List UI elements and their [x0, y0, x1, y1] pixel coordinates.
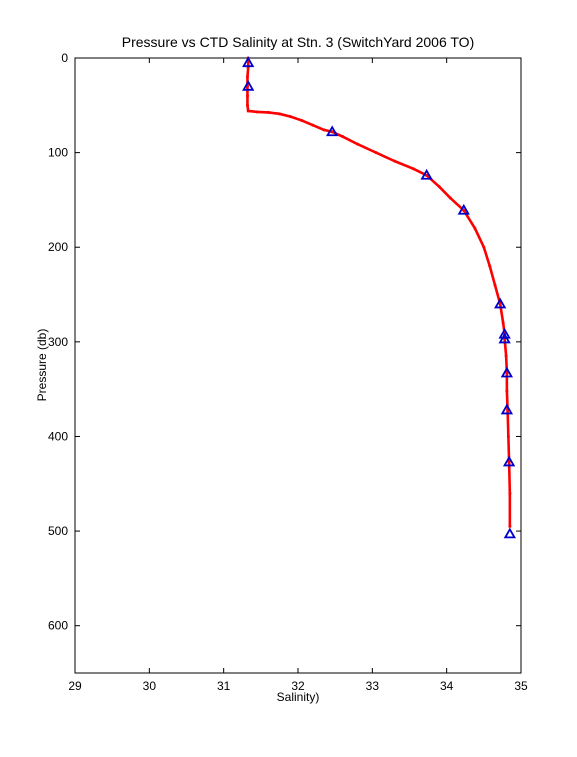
salinity-profile-point [493, 283, 497, 287]
salinity-profile-point [245, 75, 249, 79]
salinity-profile-point [448, 196, 452, 200]
y-tick-label: 300 [48, 335, 68, 349]
x-tick-label: 31 [217, 679, 231, 693]
chart-title: Pressure vs CTD Salinity at Stn. 3 (Swit… [122, 34, 474, 50]
salinity-profile-point [507, 460, 511, 464]
y-tick-label: 500 [48, 524, 68, 538]
salinity-profile-point [245, 103, 249, 107]
salinity-profile-point [508, 524, 512, 528]
bottle-sample-triangle [503, 527, 517, 539]
salinity-profile-point [506, 434, 510, 438]
salinity-profile-point [411, 167, 415, 171]
bottle-sample-triangle [498, 332, 511, 344]
y-tick-label: 600 [48, 619, 68, 633]
bottle-sample-triangle [500, 403, 514, 415]
y-tick-label: 200 [48, 240, 68, 254]
salinity-profile-point [355, 142, 359, 146]
salinity-profile-point [437, 185, 441, 189]
x-tick-labels: 29 30 31 32 33 34 35 [68, 679, 528, 693]
salinity-profile-point [473, 226, 477, 230]
salinity-profile-point [255, 110, 259, 114]
bottle-sample-triangle [498, 327, 511, 339]
y-tick-label: 100 [48, 146, 68, 160]
salinity-profile-point [277, 112, 281, 116]
bottle-sample-triangle [494, 297, 507, 309]
x-tick-label: 33 [366, 679, 380, 693]
plot-area-frame [74, 57, 522, 674]
salinity-profile-point [341, 135, 345, 139]
salinity-profile-point [300, 118, 304, 122]
salinity-profile-point [393, 159, 397, 163]
bottle-sample-triangle [242, 79, 255, 91]
salinity-profile-point [425, 173, 429, 177]
salinity-profile-line [246, 56, 512, 528]
salinity-profile-point [245, 94, 249, 98]
salinity-profile-point [266, 110, 270, 114]
bottle-sample-triangle [502, 455, 516, 467]
salinity-profile-point [289, 115, 293, 119]
salinity-profile-point [330, 130, 334, 134]
salinity-profile-point [246, 109, 250, 113]
x-tick-label: 34 [440, 679, 454, 693]
x-tick-label: 35 [514, 679, 528, 693]
y-axis-label: Pressure (db) [35, 329, 49, 402]
salinity-profile-point [505, 371, 509, 375]
y-tick-label: 400 [48, 429, 68, 443]
bottle-sample-triangle [420, 168, 433, 180]
y-tick-labels: 0 100 200 300 400 500 600 [48, 51, 68, 633]
bottle-sample-triangle [500, 366, 514, 378]
bottle-sample-triangle [242, 56, 255, 68]
salinity-profile-point [505, 389, 509, 393]
salinity-profile-point [322, 128, 326, 132]
salinity-profile-point [311, 123, 315, 127]
axis-ticks [74, 57, 522, 673]
x-tick-label: 29 [68, 679, 82, 693]
x-axis-label: Salinity) [277, 690, 320, 704]
salinity-profile-point [488, 264, 492, 268]
bottle-sample-triangle [457, 203, 470, 215]
salinity-profile-point [501, 321, 505, 325]
x-tick-label: 32 [291, 679, 305, 693]
salinity-profile-point [462, 208, 466, 212]
salinity-profile-point [374, 151, 378, 155]
salinity-profile-point [508, 491, 512, 495]
bottle-sample-triangle [326, 125, 339, 137]
x-tick-label: 30 [143, 679, 157, 693]
series-layer [242, 56, 517, 539]
y-tick-label: 0 [61, 51, 68, 65]
salinity-profile-point [482, 245, 486, 249]
salinity-profile-point [504, 354, 508, 358]
salinity-profile-point [498, 302, 502, 306]
